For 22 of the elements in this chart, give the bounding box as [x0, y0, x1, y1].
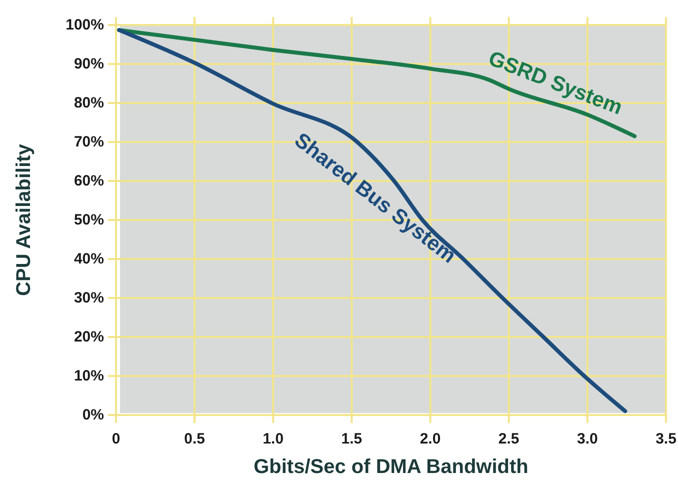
line-series	[117, 28, 628, 414]
y-tick-label: 40%	[74, 250, 104, 268]
x-tick-label: 2.5	[498, 430, 520, 448]
y-tick-label: 80%	[74, 94, 104, 112]
y-tick-label: 0%	[82, 406, 104, 424]
x-tick-label: 2.0	[420, 430, 441, 448]
y-tick-label: 100%	[66, 16, 104, 34]
y-tick-label: 90%	[74, 56, 104, 72]
x-tick-label: 1.0	[262, 430, 284, 448]
y-tick-label: 30%	[74, 290, 104, 306]
x-axis-title: Gbits/Sec of DMA Bandwidth	[254, 456, 528, 478]
y-tick-label: 70%	[74, 134, 104, 150]
x-tick-label: 3.0	[577, 430, 598, 448]
x-tick-label: 0	[112, 430, 120, 448]
x-tick-label: 3.5	[656, 430, 676, 448]
y-axis-title: CPU Availability	[13, 143, 35, 296]
y-tick-label: 20%	[74, 328, 104, 346]
x-tick-label: 0.5	[184, 430, 205, 448]
y-tick-label: 10%	[74, 368, 104, 384]
x-tick-label: 1.5	[341, 430, 362, 448]
y-tick-label: 50%	[74, 212, 104, 228]
y-tick-label: 60%	[74, 172, 104, 190]
